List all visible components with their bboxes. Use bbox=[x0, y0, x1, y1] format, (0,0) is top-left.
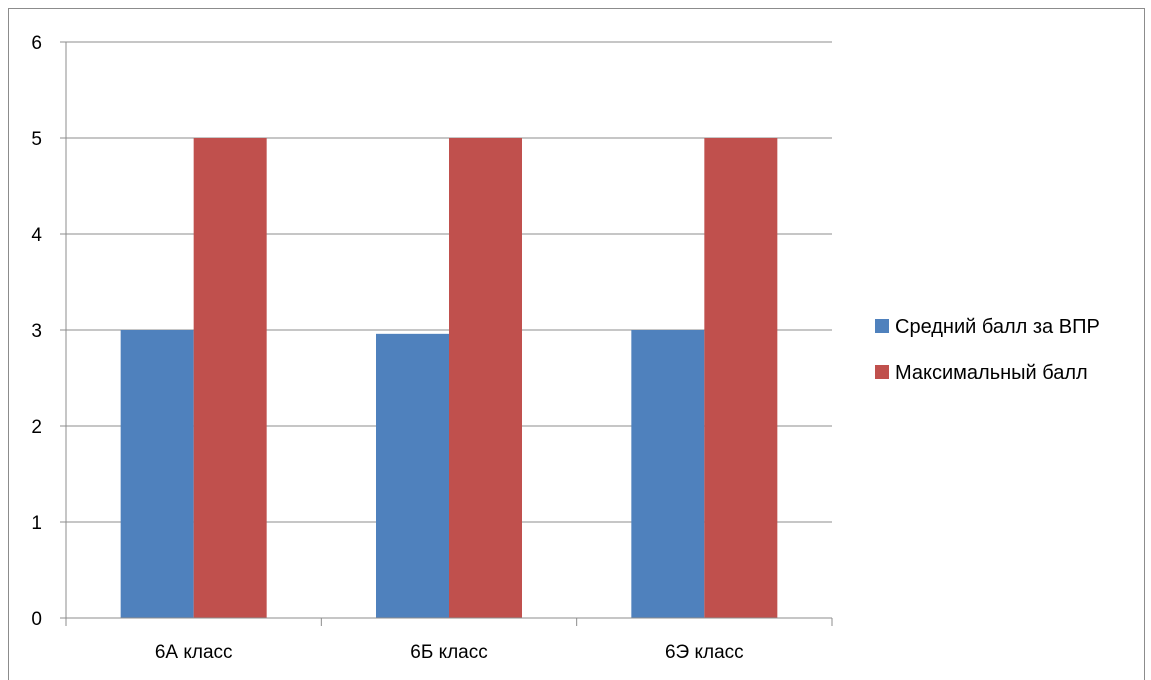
legend-swatch bbox=[875, 319, 889, 333]
x-tick-label: 6А класс bbox=[155, 642, 233, 663]
x-tick-labels: 6А класс 6Б класс 6Э класс bbox=[155, 642, 744, 663]
y-tick-label: 3 bbox=[31, 321, 42, 342]
chart-frame bbox=[8, 8, 1145, 680]
x-tick-label: 6Э класс bbox=[665, 642, 744, 663]
bar-max-3 bbox=[704, 138, 778, 618]
legend-swatch bbox=[875, 365, 889, 379]
y-tick-label: 5 bbox=[31, 129, 42, 150]
y-tick-label: 4 bbox=[31, 225, 42, 246]
y-tick-label: 0 bbox=[31, 609, 42, 630]
bar-max-2 bbox=[449, 138, 522, 618]
bar-max-1 bbox=[193, 138, 267, 618]
legend-label: Средний балл за ВПР bbox=[895, 316, 1100, 338]
legend-label: Максимальный балл bbox=[895, 362, 1088, 384]
y-tick-label: 1 bbox=[31, 513, 42, 534]
bar-average-2 bbox=[376, 333, 449, 618]
bar-average-1 bbox=[120, 330, 194, 618]
x-tick-label: 6Б класс bbox=[410, 642, 488, 663]
axes bbox=[60, 41, 833, 626]
legend: Средний балл за ВПР Максимальный балл bbox=[875, 316, 1100, 384]
y-tick-label: 2 bbox=[31, 417, 42, 438]
y-tick-label: 6 bbox=[31, 33, 42, 54]
bar-average-3 bbox=[631, 330, 705, 618]
bars bbox=[120, 138, 778, 618]
y-tick-labels: 0 1 2 3 4 5 6 bbox=[31, 33, 42, 630]
